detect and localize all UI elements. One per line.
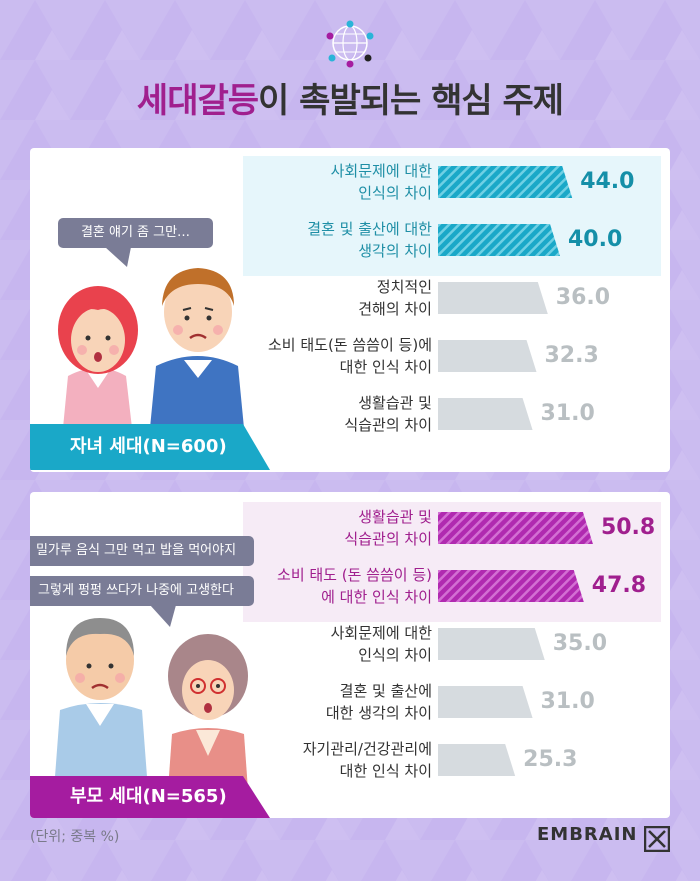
bar: [438, 744, 516, 776]
category-label-line: 생활습관 및: [358, 508, 432, 526]
bar-row: 소비 태도 (돈 씀씀이 등) 에 대한 인식 차이 47.8: [30, 560, 670, 612]
parent-generation-panel: 밀가루 음식 그만 먹고 밥을 먹어야지 그렇게 펑펑 쓰다가 나중에 고생한다…: [30, 492, 670, 818]
category-label-line: 대한 인식 차이: [339, 358, 432, 376]
category-label-line: 소비 태도 (돈 씀씀이 등): [277, 566, 432, 584]
bar-shape: [438, 628, 545, 660]
category-label-line: 식습관의 차이: [344, 416, 432, 434]
category-label-line: 생각의 차이: [358, 242, 432, 260]
bar-value-label: 36.0: [555, 285, 611, 310]
category-label-line: 결혼 및 출산에: [339, 682, 432, 700]
bar-shape: [438, 166, 573, 198]
category-label-line: 대한 인식 차이: [339, 762, 432, 780]
parent-group-label: 부모 세대(N=565): [30, 776, 270, 818]
family-illustration-child: [58, 268, 244, 428]
speech-bubble-child: 결혼 얘기 좀 그만…: [58, 218, 213, 248]
bar-shape: [438, 398, 533, 430]
bar-value-label: 50.8: [600, 515, 656, 540]
bar-value-label: 40.0: [568, 227, 623, 252]
category-label-line: 에 대한 인식 차이: [321, 588, 432, 606]
category-label-line: 식습관의 차이: [344, 530, 432, 548]
bar: [438, 224, 560, 256]
bar-shape: [438, 570, 584, 602]
family-illustration-parent: [54, 618, 248, 790]
bar: [438, 686, 533, 718]
unit-note: (단위; 중복 %): [30, 829, 120, 845]
bar-value-label: 47.8: [591, 573, 647, 598]
bar-shape: [438, 686, 533, 718]
category-label: 소비 태도 (돈 씀씀이 등) 에 대한 인식 차이: [277, 560, 432, 612]
category-label-line: 사회문제에 대한: [330, 624, 432, 642]
category-label-line: 정치적인: [376, 278, 432, 296]
category-label-line: 인식의 차이: [358, 646, 432, 664]
speech-bubble-text: 결혼 얘기 좀 그만…: [80, 225, 191, 240]
category-label-line: 대한 생각의 차이: [325, 704, 432, 722]
bar: [438, 398, 533, 430]
bar: [438, 570, 584, 602]
category-label-line: 결혼 및 출산에 대한: [307, 220, 432, 238]
speech-bubble-text: 그렇게 펑펑 쓰다가 나중에 고생한다: [38, 583, 234, 598]
category-label-line: 견해의 차이: [358, 300, 432, 318]
bar: [438, 628, 545, 660]
speech-bubble-parent-1: 밀가루 음식 그만 먹고 밥을 먹어야지: [30, 536, 254, 566]
category-label-line: 자기관리/건강관리에: [302, 740, 432, 758]
bar-value-label: 31.0: [540, 689, 595, 714]
bar-shape: [438, 282, 548, 314]
bar: [438, 166, 573, 198]
speech-bubble-tail: [150, 605, 176, 627]
category-label-line: 인식의 차이: [358, 184, 432, 202]
bar-shape: [438, 512, 593, 544]
bar-value-label: 44.0: [580, 169, 635, 194]
bar-value-label: 32.3: [544, 343, 599, 368]
category-label-line: 사회문제에 대한: [330, 162, 432, 180]
bar-value-label: 31.0: [540, 401, 595, 426]
page-title: 세대갈등이 촉발되는 핵심 주제: [0, 73, 700, 122]
speech-bubble-text: 밀가루 음식 그만 먹고 밥을 먹어야지: [35, 543, 237, 558]
bar-shape: [438, 744, 516, 776]
bar: [438, 512, 593, 544]
brand-wordmark: EMBRAIN: [537, 824, 638, 845]
speech-bubble-tail: [105, 247, 131, 267]
bar-shape: [438, 340, 537, 372]
title-rest: 이 촉발되는 핵심 주제: [258, 81, 564, 121]
bar: [438, 340, 537, 372]
bar-shape: [438, 224, 560, 256]
bar: [438, 282, 548, 314]
title-highlight: 세대갈등: [136, 81, 259, 121]
brand-logo-icon: [644, 826, 670, 852]
category-label-line: 생활습관 및: [358, 394, 432, 412]
globe-network-icon: [326, 20, 374, 68]
child-group-label: 자녀 세대(N=600): [30, 424, 270, 470]
bar-value-label: 35.0: [552, 631, 608, 656]
category-label-line: 소비 태도(돈 씀씀이 등)에: [267, 336, 432, 354]
bar-value-label: 25.3: [523, 747, 578, 772]
speech-bubble-parent-2: 그렇게 펑펑 쓰다가 나중에 고생한다: [30, 576, 254, 606]
